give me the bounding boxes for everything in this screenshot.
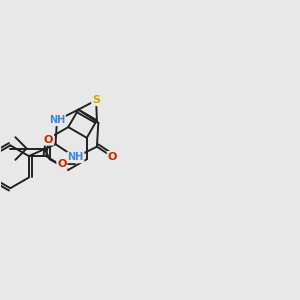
Text: NH: NH (68, 152, 84, 162)
Text: O: O (44, 135, 53, 145)
Text: S: S (92, 95, 100, 105)
Text: O: O (108, 152, 117, 162)
Text: NH: NH (49, 115, 65, 125)
Text: O: O (57, 159, 67, 170)
